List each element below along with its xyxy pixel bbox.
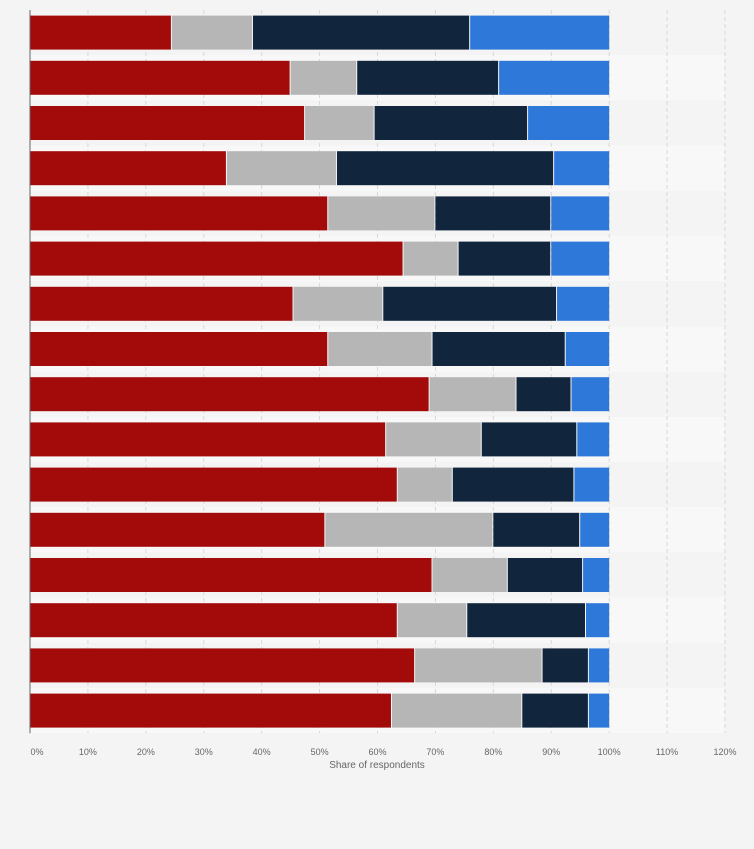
bar-segment-s4-r11 [574,467,610,502]
bar-segment-s2-r5 [328,196,435,231]
bar-segment-s1-r11 [30,467,397,502]
x-tick-label: 80% [484,747,502,757]
bar-segment-s4-r12 [580,512,610,547]
bar-segment-s3-r10 [481,422,577,457]
x-tick-label: 30% [195,747,213,757]
bar-segment-s4-r3 [528,106,610,140]
bar-segment-s2-r2 [290,60,357,95]
bar-segment-s3-r4 [336,151,554,186]
bar-segment-s1-r1 [30,15,171,50]
x-tick-label: 0% [30,747,43,757]
bar-segment-s4-r16 [588,693,610,728]
x-axis: 0% 10% 20% 30% 40% 50% 60% 70% 80% 90% 100% 110% 120… [29,10,737,757]
bar-segment-s2-r13 [432,558,507,592]
bar-segment-s1-r2 [30,60,290,95]
bar-segment-s2-r6 [403,241,458,276]
bar-segment-s3-r11 [452,467,574,502]
bar-segment-s1-r14 [30,603,397,638]
x-tick-label: 50% [311,747,329,757]
bar-segment-s3-r13 [507,558,583,592]
bar-segment-s4-r2 [499,60,610,95]
bar-segment-s3-r3 [374,106,528,140]
bar-segment-s3-r9 [516,377,571,412]
bar-segment-s1-r9 [30,377,429,412]
bar-segment-s4-r14 [586,603,610,638]
bar-segment-s2-r9 [429,377,516,412]
x-tick-label: 40% [253,747,271,757]
x-tick-label: 60% [368,747,386,757]
bar-segment-s3-r15 [542,648,588,683]
bar-segment-s2-r14 [397,603,467,638]
bar-segment-s4-r10 [577,422,610,457]
bar-segment-s1-r3 [30,106,305,140]
x-tick-label: 90% [542,747,560,757]
bar-segment-s1-r10 [30,422,386,457]
bar-segment-s4-r6 [551,241,610,276]
bar-segment-s1-r5 [30,196,328,231]
bar-segment-s1-r15 [30,648,415,683]
bar-segment-s2-r7 [293,286,383,321]
bar-segment-s2-r11 [397,467,452,502]
bar-segment-s2-r3 [305,106,374,140]
bar-segment-s4-r4 [554,151,610,186]
bar-segment-s2-r16 [391,693,522,728]
bar-segment-s1-r8 [30,332,328,366]
bars [30,15,610,728]
x-tick-label: 120% [713,747,736,757]
bar-segment-s4-r7 [557,286,610,321]
bar-segment-s1-r4 [30,151,226,186]
bar-segment-s2-r4 [226,151,336,186]
bar-segment-s3-r12 [493,512,580,547]
bar-segment-s3-r14 [467,603,585,638]
bar-segment-s4-r5 [551,196,610,231]
bar-segment-s3-r7 [383,286,557,321]
bar-segment-s1-r16 [30,693,391,728]
bar-segment-s3-r16 [522,693,588,728]
bar-segment-s3-r8 [432,332,565,366]
x-tick-label: 110% [656,747,678,757]
bar-segment-s2-r10 [386,422,481,457]
bar-segment-s2-r12 [325,512,493,547]
bar-segment-s3-r5 [435,196,551,231]
bar-segment-s1-r12 [30,512,325,547]
bar-segment-s1-r13 [30,558,432,592]
bar-segment-s4-r1 [470,15,610,50]
bar-segment-s1-r6 [30,241,403,276]
bar-segment-s3-r2 [357,60,499,95]
x-tick-label: 70% [426,747,444,757]
bar-segment-s2-r8 [328,332,432,366]
bar-segment-s4-r15 [588,648,610,683]
bar-segment-s4-r9 [571,377,610,412]
bar-segment-s2-r1 [171,15,252,50]
bar-segment-s3-r1 [252,15,470,50]
bar-segment-s4-r8 [565,332,610,366]
bar-segment-s3-r6 [458,241,551,276]
x-tick-label: 100% [598,747,621,757]
bar-segment-s2-r15 [415,648,542,683]
bar-segment-s1-r7 [30,286,293,321]
x-tick-label: 10% [79,747,97,757]
bar-segment-s4-r13 [583,558,610,592]
x-axis-title: Share of respondents [329,760,425,771]
x-tick-label: 20% [137,747,155,757]
